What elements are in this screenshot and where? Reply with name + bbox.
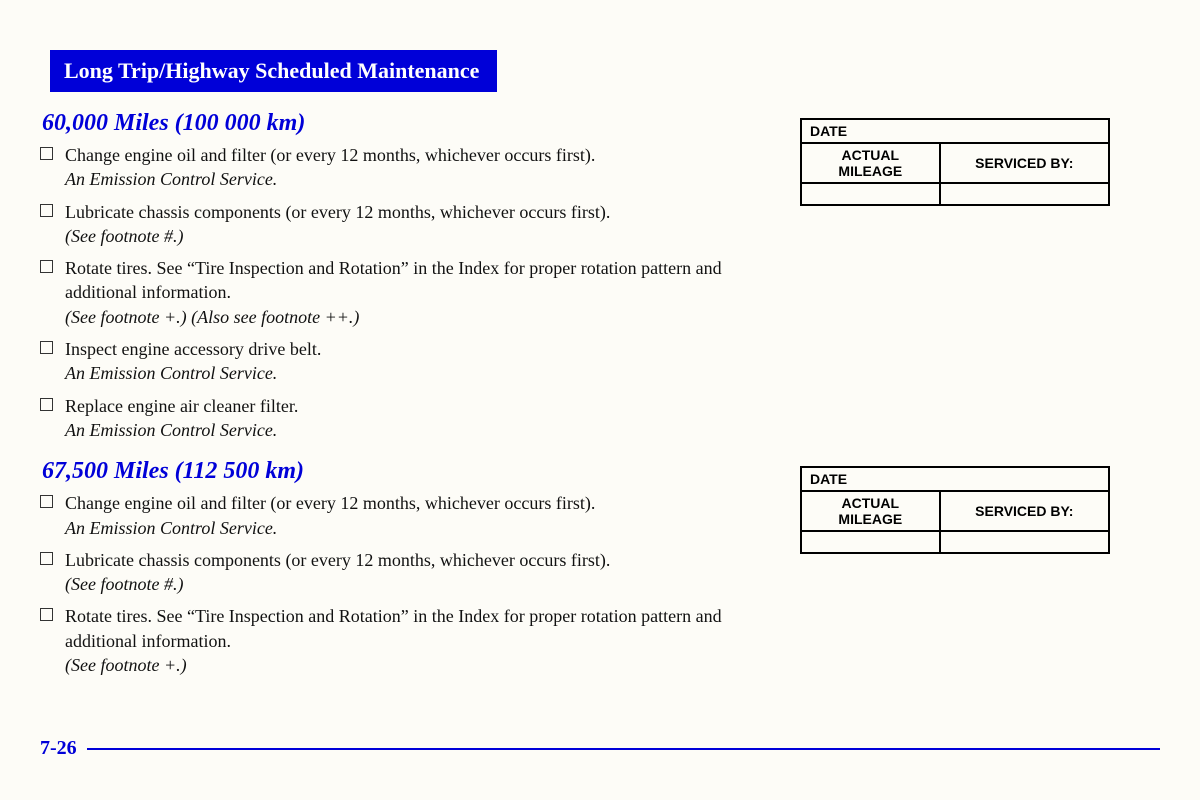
section-right-column: DATEACTUALMILEAGESERVICED BY:	[800, 110, 1110, 450]
mileage-label-cell: ACTUALMILEAGE	[801, 491, 940, 531]
maintenance-section: 60,000 Miles (100 000 km) Change engine o…	[40, 110, 1160, 450]
footer-rule	[87, 748, 1160, 750]
checklist-item-text: Rotate tires. See “Tire Inspection and R…	[65, 604, 760, 677]
section-left-column: 60,000 Miles (100 000 km) Change engine o…	[40, 110, 760, 450]
serviced-label-cell: SERVICED BY:	[940, 143, 1109, 183]
checklist-item-text: Inspect engine accessory drive belt. An …	[65, 337, 321, 386]
checklist-item: Change engine oil and filter (or every 1…	[40, 491, 760, 540]
checkbox-icon[interactable]	[40, 204, 53, 217]
item-note-text: An Emission Control Service.	[65, 169, 277, 189]
checklist-item: Change engine oil and filter (or every 1…	[40, 143, 760, 192]
checklist-item-text: Rotate tires. See “Tire Inspection and R…	[65, 256, 760, 329]
date-label-cell[interactable]: DATE	[801, 467, 1109, 491]
item-note-text: (See footnote #.)	[65, 226, 183, 246]
mileage-heading: 60,000 Miles (100 000 km)	[42, 110, 760, 137]
checklist-item: Rotate tires. See “Tire Inspection and R…	[40, 604, 760, 677]
checkbox-icon[interactable]	[40, 398, 53, 411]
item-main-text: Lubricate chassis components (or every 1…	[65, 550, 610, 570]
item-note-text: An Emission Control Service.	[65, 420, 277, 440]
checkbox-icon[interactable]	[40, 495, 53, 508]
checkbox-icon[interactable]	[40, 341, 53, 354]
checklist-item-text: Lubricate chassis components (or every 1…	[65, 200, 610, 249]
item-note-text: An Emission Control Service.	[65, 518, 277, 538]
checklist-item: Inspect engine accessory drive belt. An …	[40, 337, 760, 386]
date-label-cell[interactable]: DATE	[801, 119, 1109, 143]
item-main-text: Change engine oil and filter (or every 1…	[65, 493, 595, 513]
checkbox-icon[interactable]	[40, 552, 53, 565]
section-right-column: DATEACTUALMILEAGESERVICED BY:	[800, 458, 1110, 685]
checklist-item: Replace engine air cleaner filter. An Em…	[40, 394, 760, 443]
service-record-table: DATEACTUALMILEAGESERVICED BY:	[800, 118, 1110, 206]
serviced-label-cell: SERVICED BY:	[940, 491, 1109, 531]
page-title-bar: Long Trip/Highway Scheduled Maintenance	[50, 50, 497, 92]
mileage-input-cell[interactable]	[801, 531, 940, 553]
item-main-text: Rotate tires. See “Tire Inspection and R…	[65, 606, 722, 650]
mileage-label-cell: ACTUALMILEAGE	[801, 143, 940, 183]
checklist-item: Lubricate chassis components (or every 1…	[40, 200, 760, 249]
mileage-input-cell[interactable]	[801, 183, 940, 205]
checklist-item-text: Replace engine air cleaner filter. An Em…	[65, 394, 298, 443]
checkbox-icon[interactable]	[40, 147, 53, 160]
section-left-column: 67,500 Miles (112 500 km) Change engine o…	[40, 458, 760, 685]
checkbox-icon[interactable]	[40, 260, 53, 273]
page-number: 7-26	[40, 737, 77, 760]
sections-container: 60,000 Miles (100 000 km) Change engine o…	[40, 110, 1160, 685]
item-main-text: Replace engine air cleaner filter.	[65, 396, 298, 416]
page-footer: 7-26	[40, 737, 1160, 760]
item-main-text: Change engine oil and filter (or every 1…	[65, 145, 595, 165]
checklist-item: Rotate tires. See “Tire Inspection and R…	[40, 256, 760, 329]
checklist-item-text: Lubricate chassis components (or every 1…	[65, 548, 610, 597]
service-record-table: DATEACTUALMILEAGESERVICED BY:	[800, 466, 1110, 554]
mileage-heading: 67,500 Miles (112 500 km)	[42, 458, 760, 485]
item-main-text: Inspect engine accessory drive belt.	[65, 339, 321, 359]
serviced-input-cell[interactable]	[940, 183, 1109, 205]
item-note-text: An Emission Control Service.	[65, 363, 277, 383]
item-main-text: Lubricate chassis components (or every 1…	[65, 202, 610, 222]
checklist-item: Lubricate chassis components (or every 1…	[40, 548, 760, 597]
item-main-text: Rotate tires. See “Tire Inspection and R…	[65, 258, 722, 302]
item-note-text: (See footnote #.)	[65, 574, 183, 594]
checklist-item-text: Change engine oil and filter (or every 1…	[65, 143, 595, 192]
checklist-item-text: Change engine oil and filter (or every 1…	[65, 491, 595, 540]
maintenance-section: 67,500 Miles (112 500 km) Change engine o…	[40, 458, 1160, 685]
checkbox-icon[interactable]	[40, 608, 53, 621]
item-note-text: (See footnote +.) (Also see footnote ++.…	[65, 307, 359, 327]
serviced-input-cell[interactable]	[940, 531, 1109, 553]
item-note-text: (See footnote +.)	[65, 655, 187, 675]
